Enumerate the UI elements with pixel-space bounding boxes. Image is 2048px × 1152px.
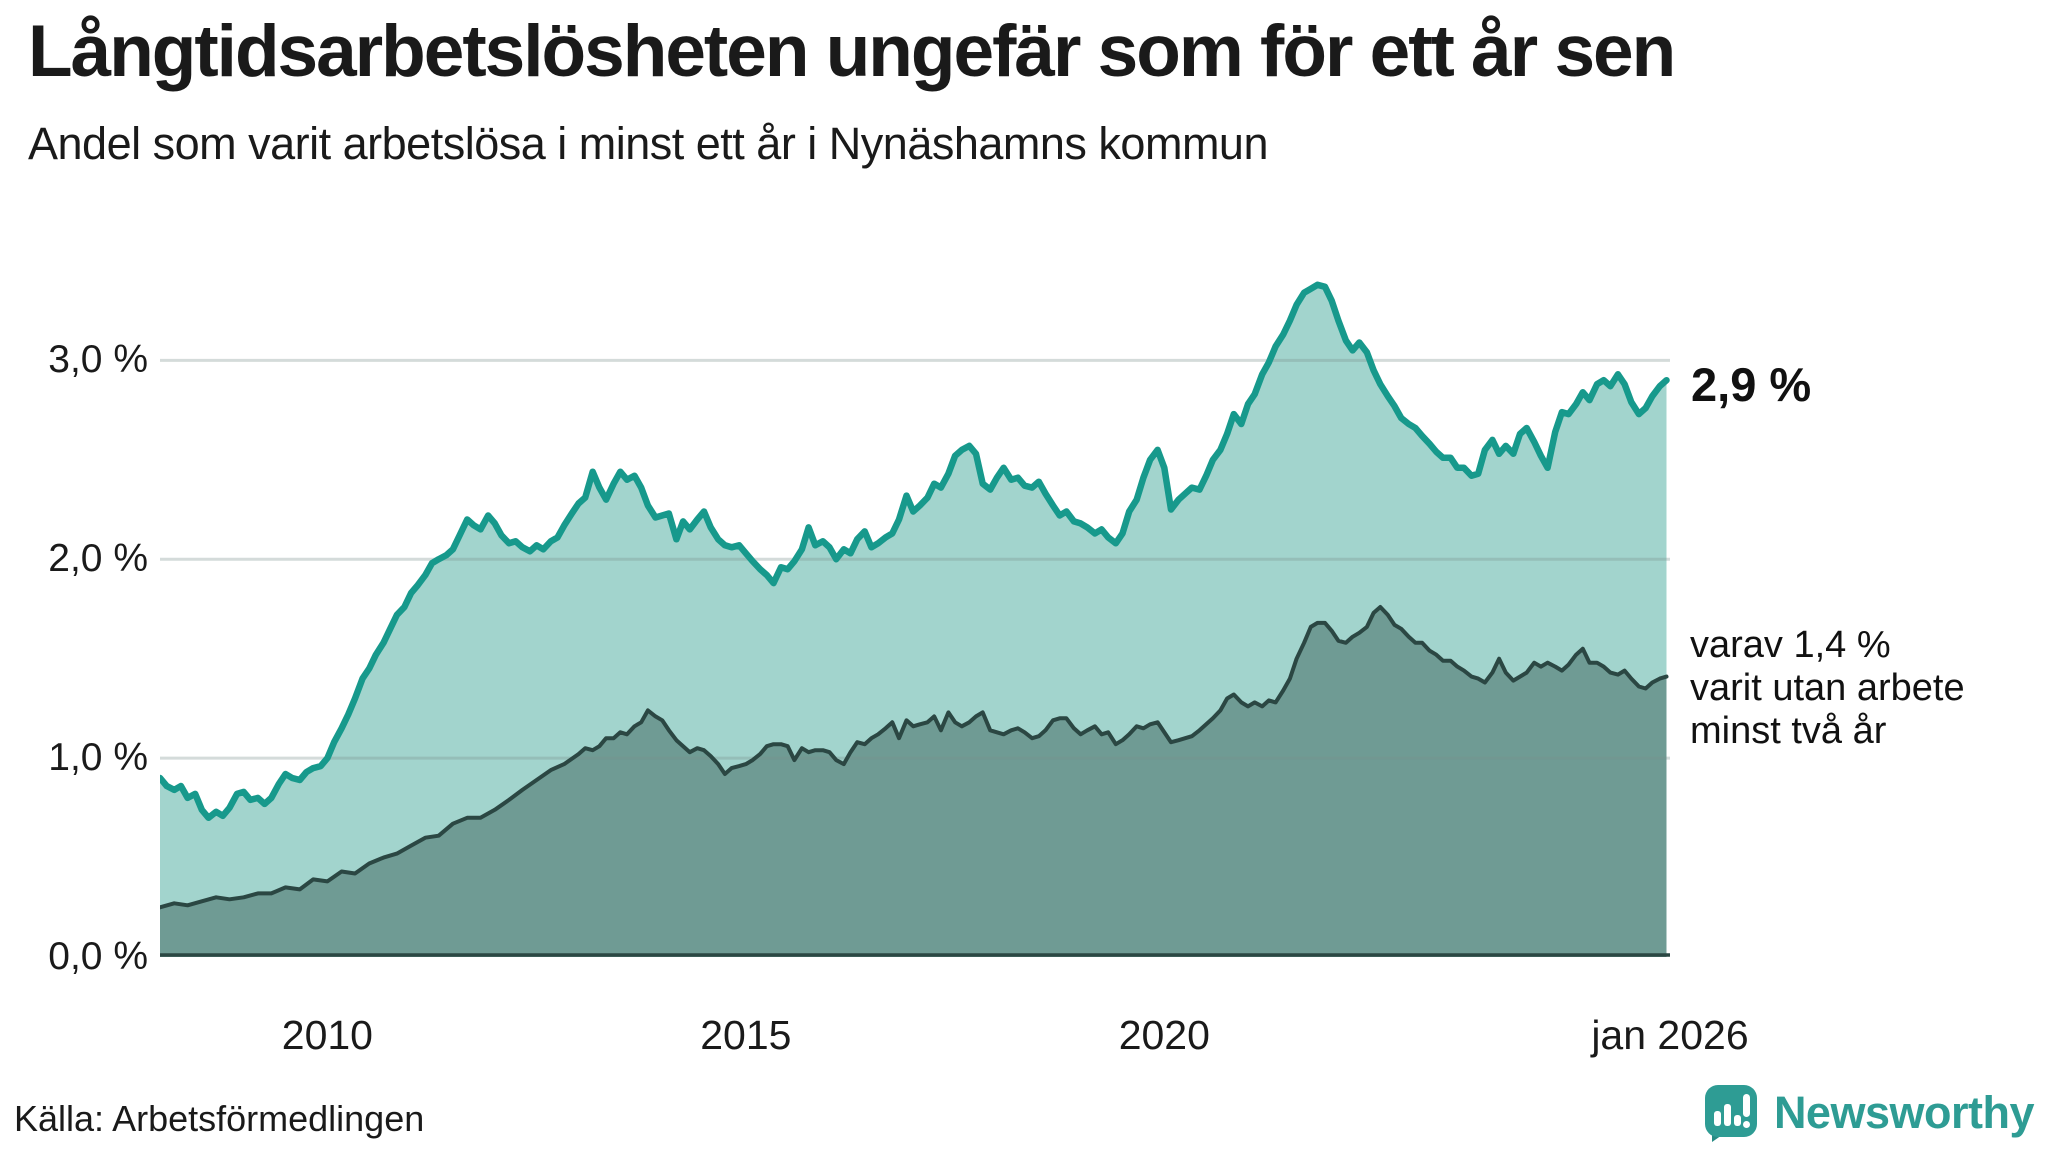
x-axis-label: 2010 [281, 1012, 373, 1058]
source-note: Källa: Arbetsförmedlingen [14, 1098, 425, 1139]
lower-series-line [158, 605, 1669, 910]
page-subtitle: Andel som varit arbetslösa i minst ett å… [28, 118, 1268, 169]
area-chart [156, 210, 1670, 957]
x-axis-label: 2015 [700, 1012, 792, 1058]
y-axis-label: 2,0 % [48, 537, 148, 581]
newsworthy-logo: Newsworthy [1702, 1082, 2035, 1144]
page-title: Långtidsarbetslösheten ungefär som för e… [28, 11, 1676, 92]
y-axis-label: 0,0 % [48, 935, 148, 978]
series-end-label-total: 2,9 % [1691, 358, 1812, 411]
newsworthy-wordmark: Newsworthy [1773, 1087, 2035, 1138]
x-axis-label: 2020 [1118, 1012, 1210, 1058]
area-chart-svg [156, 281, 1670, 957]
lower-series-area [160, 607, 1667, 957]
total-series-line [156, 281, 1670, 822]
newsworthy-speech-bubble-bar-chart-icon [1704, 1085, 1757, 1142]
x-axis-label: jan 2026 [1591, 1012, 1749, 1058]
y-axis-label: 1,0 % [48, 736, 148, 780]
y-axis-label: 3,0 % [48, 338, 148, 382]
series-end-label-lower: varav 1,4 % varit utan arbete minst två … [1690, 624, 1965, 752]
